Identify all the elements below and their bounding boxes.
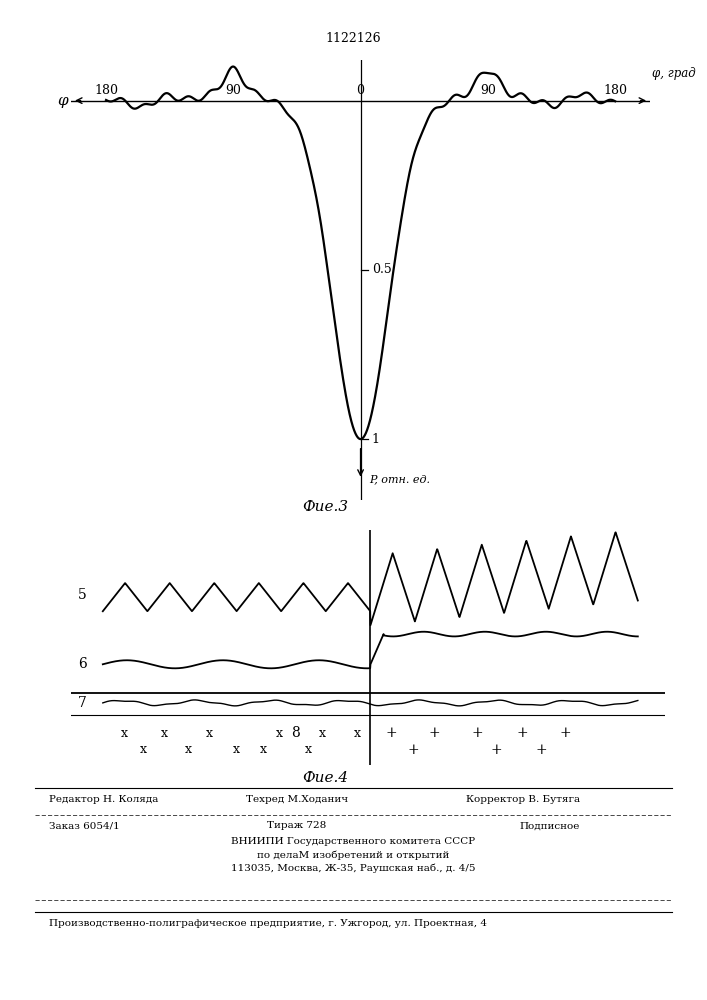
Text: x: x [121, 727, 128, 740]
Text: 180: 180 [603, 84, 627, 97]
Text: 1: 1 [372, 433, 380, 446]
Text: x: x [206, 727, 214, 740]
Text: +: + [407, 743, 419, 757]
Text: Техред М.Ходанич: Техред М.Ходанич [246, 796, 348, 804]
Text: 1122126: 1122126 [326, 31, 381, 44]
Text: φ, град: φ, град [652, 67, 696, 80]
Text: Корректор В. Бутяга: Корректор В. Бутяга [466, 796, 580, 804]
Text: Фие.4: Фие.4 [302, 771, 349, 785]
Text: x: x [354, 727, 361, 740]
Text: φ: φ [57, 94, 68, 108]
Text: по делаМ изобретений и открытий: по делаМ изобретений и открытий [257, 850, 450, 860]
Text: x: x [160, 727, 168, 740]
Text: 0.5: 0.5 [372, 263, 392, 276]
Text: +: + [472, 726, 483, 740]
Text: ВНИИПИ Государственного комитета СССР: ВНИИПИ Государственного комитета СССР [231, 838, 476, 846]
Text: +: + [386, 726, 397, 740]
Text: +: + [517, 726, 529, 740]
Text: x: x [233, 743, 240, 756]
Text: Заказ 6054/1: Заказ 6054/1 [49, 822, 120, 830]
Text: Фие.3: Фие.3 [302, 500, 349, 514]
Text: Редактор Н. Коляда: Редактор Н. Коляда [49, 796, 159, 804]
Text: P, отн. ед.: P, отн. ед. [369, 475, 430, 485]
Text: Производственно-полиграфическое предприятие, г. Ужгород, ул. Проектная, 4: Производственно-полиграфическое предприя… [49, 918, 488, 928]
Text: 7: 7 [78, 696, 87, 710]
Text: x: x [139, 743, 146, 756]
Text: Тираж 728: Тираж 728 [267, 822, 327, 830]
Text: 90: 90 [226, 84, 241, 97]
Text: x: x [259, 743, 267, 756]
Text: x: x [185, 743, 192, 756]
Text: +: + [560, 726, 571, 740]
Text: 90: 90 [480, 84, 496, 97]
Text: 6: 6 [78, 657, 87, 671]
Text: 180: 180 [94, 84, 118, 97]
Text: +: + [490, 743, 502, 757]
Text: x: x [319, 727, 326, 740]
Text: 113035, Москва, Ж-35, Раушская наб., д. 4/5: 113035, Москва, Ж-35, Раушская наб., д. … [231, 863, 476, 873]
Text: +: + [428, 726, 440, 740]
Text: 5: 5 [78, 588, 87, 602]
Text: 8: 8 [291, 726, 300, 740]
Text: x: x [276, 727, 283, 740]
Text: 0: 0 [356, 84, 365, 97]
Text: +: + [536, 743, 547, 757]
Text: x: x [305, 743, 312, 756]
Text: Подписное: Подписное [520, 822, 580, 830]
